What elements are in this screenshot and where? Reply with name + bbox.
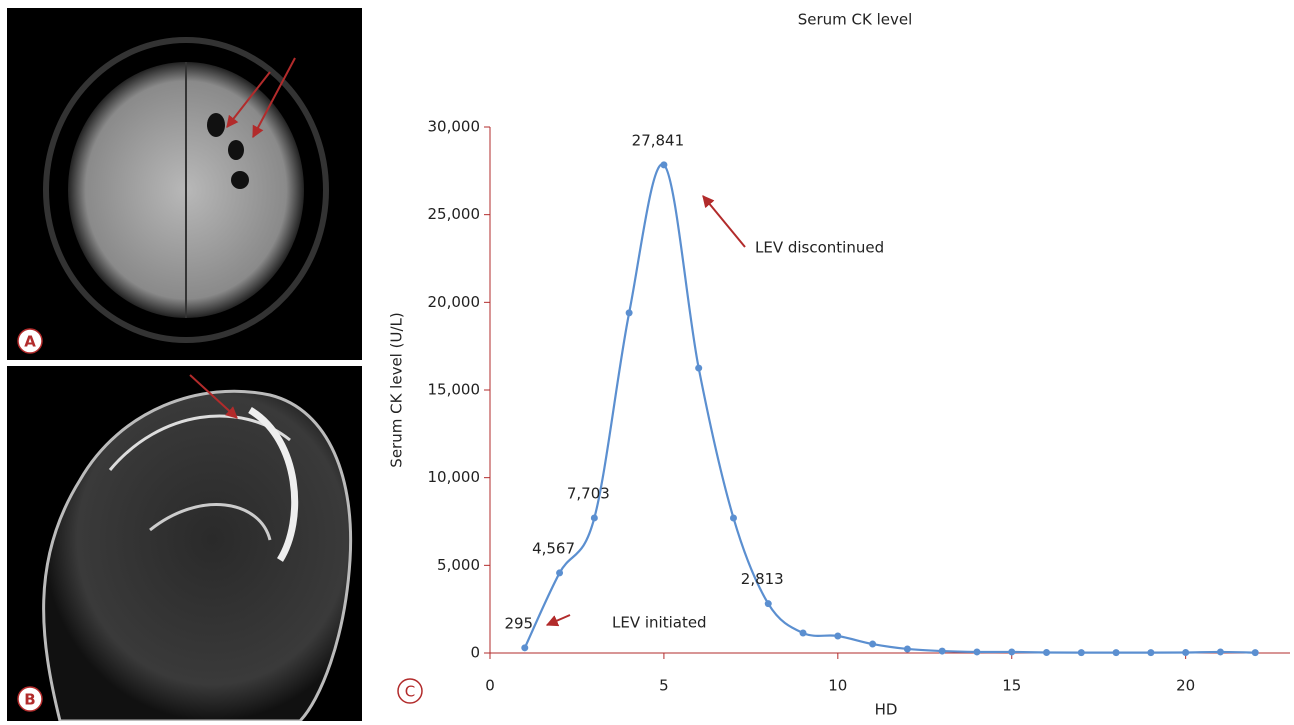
x-tick-label: 0 bbox=[485, 677, 495, 695]
point bbox=[1147, 649, 1155, 657]
point bbox=[1077, 649, 1085, 657]
point bbox=[973, 648, 981, 656]
point bbox=[869, 640, 877, 648]
point bbox=[764, 600, 772, 608]
annotation: LEV initiated bbox=[612, 614, 707, 632]
y-tick-label: 20,000 bbox=[428, 293, 481, 311]
data-label: 7,703 bbox=[567, 484, 610, 502]
mri-axial: A bbox=[7, 8, 362, 360]
point bbox=[590, 514, 598, 522]
point bbox=[1216, 648, 1224, 656]
point bbox=[938, 647, 946, 655]
mri-sagittal: B bbox=[7, 366, 362, 723]
y-tick-label: 5,000 bbox=[437, 556, 480, 574]
y-tick-label: 30,000 bbox=[428, 118, 481, 136]
line bbox=[523, 163, 1256, 654]
point bbox=[660, 161, 668, 169]
point bbox=[834, 632, 842, 640]
point bbox=[1043, 648, 1051, 656]
point bbox=[695, 364, 703, 372]
y-tick-label: 15,000 bbox=[428, 381, 481, 399]
y-tick-label: 10,000 bbox=[428, 468, 481, 486]
point bbox=[556, 569, 564, 577]
data-label: 4,567 bbox=[532, 539, 575, 557]
data-label: 295 bbox=[504, 614, 533, 632]
x-tick-label: 15 bbox=[1002, 677, 1021, 695]
panel-label: C bbox=[405, 683, 415, 701]
panel-label-circle bbox=[397, 678, 423, 704]
y-axis-label: Serum CK level (U/L) bbox=[388, 312, 406, 467]
point bbox=[729, 514, 737, 522]
y-tick-label: 25,000 bbox=[428, 205, 481, 223]
point bbox=[1008, 648, 1016, 656]
data-label: 27,841 bbox=[632, 131, 685, 149]
point bbox=[1182, 648, 1190, 656]
point bbox=[799, 629, 807, 637]
annotation: LEV discontinued bbox=[755, 239, 884, 257]
point bbox=[903, 645, 911, 653]
x-tick-label: 5 bbox=[659, 677, 669, 695]
point bbox=[625, 309, 633, 317]
panel-label: A bbox=[24, 333, 36, 351]
x-axis-label: HD bbox=[875, 701, 898, 719]
chart-title: Serum CK level bbox=[798, 11, 913, 29]
x-tick-label: 10 bbox=[828, 677, 847, 695]
panel-label: B bbox=[24, 691, 35, 709]
data-label: 2,813 bbox=[741, 570, 784, 588]
x-tick-label: 20 bbox=[1176, 677, 1195, 695]
point bbox=[521, 644, 529, 652]
point bbox=[1251, 649, 1259, 657]
point bbox=[1112, 649, 1120, 657]
y-tick-label: 0 bbox=[470, 644, 480, 662]
